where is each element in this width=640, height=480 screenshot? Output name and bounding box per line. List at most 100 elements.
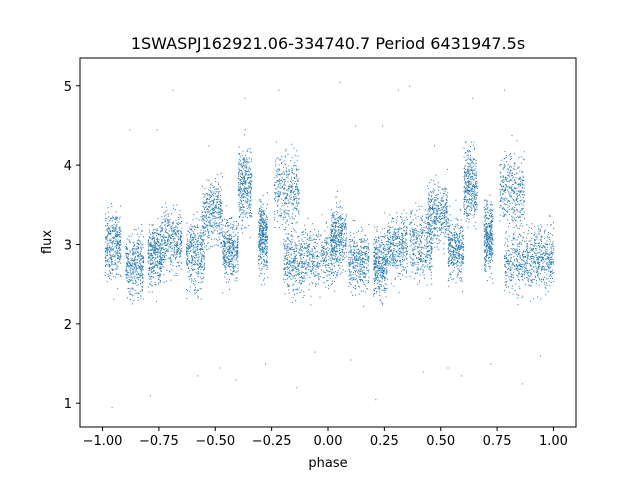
data-point: [327, 236, 329, 238]
data-point: [258, 242, 260, 244]
data-point: [277, 186, 279, 188]
data-point: [261, 220, 263, 222]
data-point: [244, 154, 246, 156]
data-point: [283, 260, 285, 262]
data-point: [354, 288, 356, 290]
data-point: [196, 224, 198, 226]
data-point: [142, 259, 144, 261]
data-point: [319, 296, 321, 298]
data-point: [259, 210, 261, 211]
data-point: [229, 279, 230, 281]
data-point: [292, 249, 294, 251]
data-point: [125, 254, 127, 256]
data-point: [247, 217, 249, 218]
data-point: [376, 275, 378, 277]
data-point: [158, 277, 160, 279]
data-point: [303, 248, 305, 250]
data-point: [140, 259, 142, 260]
data-point: [374, 278, 376, 280]
data-point: [220, 201, 222, 203]
data-point: [292, 217, 294, 219]
data-point: [261, 273, 263, 275]
data-point: [379, 251, 380, 253]
data-point: [186, 248, 188, 250]
data-point: [130, 235, 132, 237]
data-point: [248, 187, 250, 189]
data-point: [140, 297, 142, 299]
data-point: [195, 227, 197, 228]
data-point: [356, 265, 358, 267]
data-point: [186, 251, 187, 253]
data-point: [260, 224, 261, 226]
data-point: [263, 246, 265, 248]
data-point: [356, 252, 358, 254]
data-point: [293, 195, 295, 197]
data-point: [385, 260, 387, 262]
data-point: [279, 169, 281, 171]
data-point: [154, 259, 155, 261]
data-point: [110, 230, 111, 232]
data-point: [105, 241, 107, 243]
data-point: [159, 262, 161, 264]
data-point: [323, 252, 325, 254]
data-point: [264, 283, 266, 285]
chart-title: 1SWASPJ162921.06-334740.7 Period 6431947…: [131, 34, 525, 53]
data-point: [275, 160, 277, 162]
data-point: [363, 265, 365, 267]
data-point: [261, 257, 263, 259]
data-point: [205, 221, 207, 223]
data-point: [243, 179, 245, 180]
data-point: [331, 214, 333, 216]
data-point: [290, 266, 292, 268]
data-point: [192, 226, 194, 228]
data-point: [201, 266, 203, 268]
data-point: [163, 255, 165, 257]
data-point: [267, 242, 269, 244]
data-point: [191, 269, 193, 271]
data-point: [300, 261, 302, 263]
data-point: [136, 262, 138, 264]
data-point: [335, 235, 337, 237]
data-point: [321, 251, 323, 253]
data-point: [218, 225, 220, 227]
data-point: [217, 211, 219, 213]
data-point: [275, 175, 277, 177]
data-point: [186, 244, 188, 245]
data-point: [140, 256, 142, 258]
data-point: [337, 244, 339, 246]
data-point: [196, 240, 198, 242]
data-point: [209, 223, 211, 225]
data-point: [239, 208, 241, 210]
data-point: [337, 260, 339, 262]
data-point: [350, 284, 352, 286]
data-point: [294, 259, 296, 261]
data-point: [324, 277, 326, 279]
data-point: [160, 261, 162, 263]
data-point: [291, 257, 293, 259]
data-point: [355, 270, 356, 272]
data-point: [320, 250, 322, 252]
data-point: [118, 244, 120, 246]
data-point: [284, 229, 286, 231]
data-point: [333, 255, 335, 256]
data-point: [239, 158, 241, 160]
data-point: [365, 280, 367, 282]
data-point: [286, 284, 288, 286]
data-point: [299, 254, 301, 256]
data-point: [107, 254, 109, 256]
data-point: [206, 193, 208, 195]
data-point: [134, 256, 136, 258]
data-point: [297, 264, 299, 266]
data-point: [177, 235, 179, 237]
data-point: [202, 241, 204, 243]
data-point: [290, 231, 292, 232]
data-point: [259, 214, 261, 216]
data-point: [291, 269, 293, 270]
data-point: [374, 274, 376, 276]
data-point: [298, 194, 299, 196]
data-point: [261, 211, 263, 212]
data-point: [265, 254, 266, 255]
data-point: [285, 150, 287, 152]
data-point: [205, 216, 207, 218]
data-point: [283, 229, 285, 231]
